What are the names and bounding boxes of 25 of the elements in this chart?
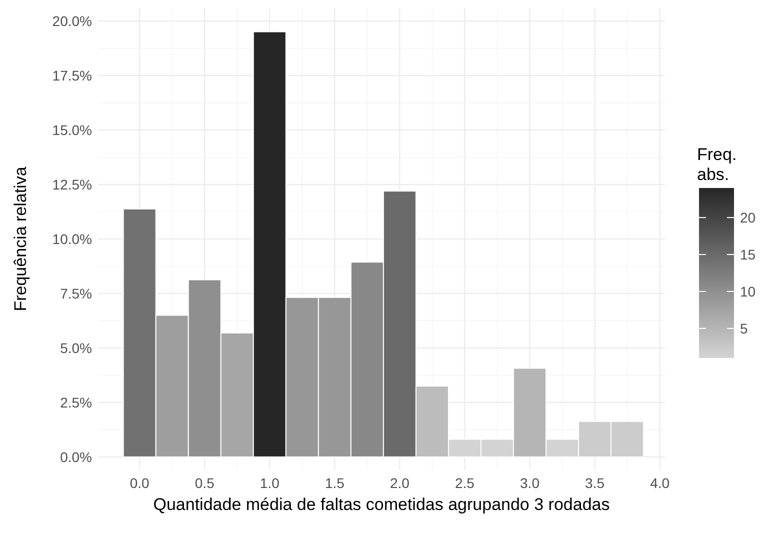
- x-axis-title: Quantidade média de faltas cometidas agrupando 3 rodadas: [153, 495, 610, 514]
- y-tick-label: 5.0%: [60, 340, 92, 356]
- y-tick-label: 7.5%: [60, 285, 92, 302]
- y-tick-label: 0.0%: [60, 448, 92, 465]
- x-tick-label: 3.5: [585, 475, 605, 491]
- x-tick-label: 0.0: [130, 475, 150, 491]
- color-bar-label: 10: [740, 283, 756, 300]
- color-bar-label: 15: [740, 246, 756, 262]
- y-tick-label: 17.5%: [52, 67, 92, 84]
- color-bar-title: Freq. abs.: [697, 145, 737, 184]
- color-bar-label: 5: [740, 320, 748, 336]
- y-tick-label: 2.5%: [60, 394, 92, 410]
- y-axis-title: Frequência relativa: [11, 166, 30, 312]
- y-tick-label: 15.0%: [52, 122, 92, 138]
- x-tick-label: 1.0: [260, 475, 280, 491]
- x-tick-label: 1.5: [324, 475, 345, 491]
- x-tick-label: 2.5: [454, 475, 475, 491]
- y-tick-label: 20.0%: [52, 12, 92, 29]
- x-tick-label: 0.5: [194, 475, 215, 491]
- y-tick-label: 12.5%: [52, 176, 92, 192]
- x-tick-label: 3.0: [520, 475, 540, 491]
- y-tick-label: 10.0%: [52, 230, 92, 247]
- x-tick-label: 2.0: [390, 475, 410, 491]
- x-tick-label: 4.0: [650, 475, 670, 491]
- color-bar-label: 20: [740, 209, 756, 226]
